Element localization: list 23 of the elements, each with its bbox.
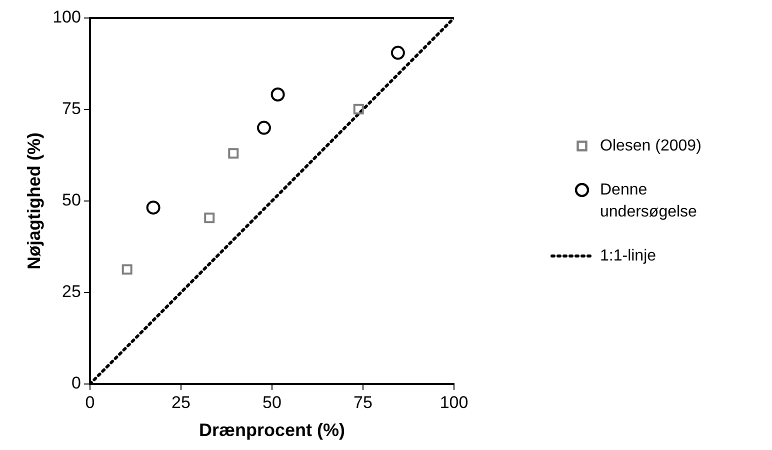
x-tick-label: 25 — [172, 392, 190, 412]
x-tick-label: 0 — [85, 392, 95, 412]
x-tick-label: 50 — [262, 392, 282, 412]
y-axis-title: Nøjagtighed (%) — [24, 132, 44, 270]
y-tick-label: 50 — [62, 190, 81, 210]
legend-label: Olesen (2009) — [600, 137, 702, 154]
point — [228, 148, 239, 159]
x-tick-label: 75 — [354, 392, 372, 412]
y-tick-label: 0 — [71, 374, 81, 393]
x-tick-label: 100 — [440, 392, 468, 412]
legend-label: 1:1-linje — [600, 247, 656, 264]
x-axis-title: Drænprocent (%) — [198, 420, 345, 440]
y-tick-label: 25 — [62, 282, 81, 302]
point — [270, 87, 285, 102]
point — [256, 120, 271, 135]
point — [353, 104, 364, 114]
y-tick-label: 100 — [52, 8, 81, 27]
legend-label: Denne undersøgelse — [600, 181, 698, 220]
point — [146, 200, 160, 215]
point — [122, 264, 132, 275]
y-tick-label: 75 — [62, 99, 81, 118]
point — [204, 212, 215, 224]
point — [390, 46, 405, 60]
